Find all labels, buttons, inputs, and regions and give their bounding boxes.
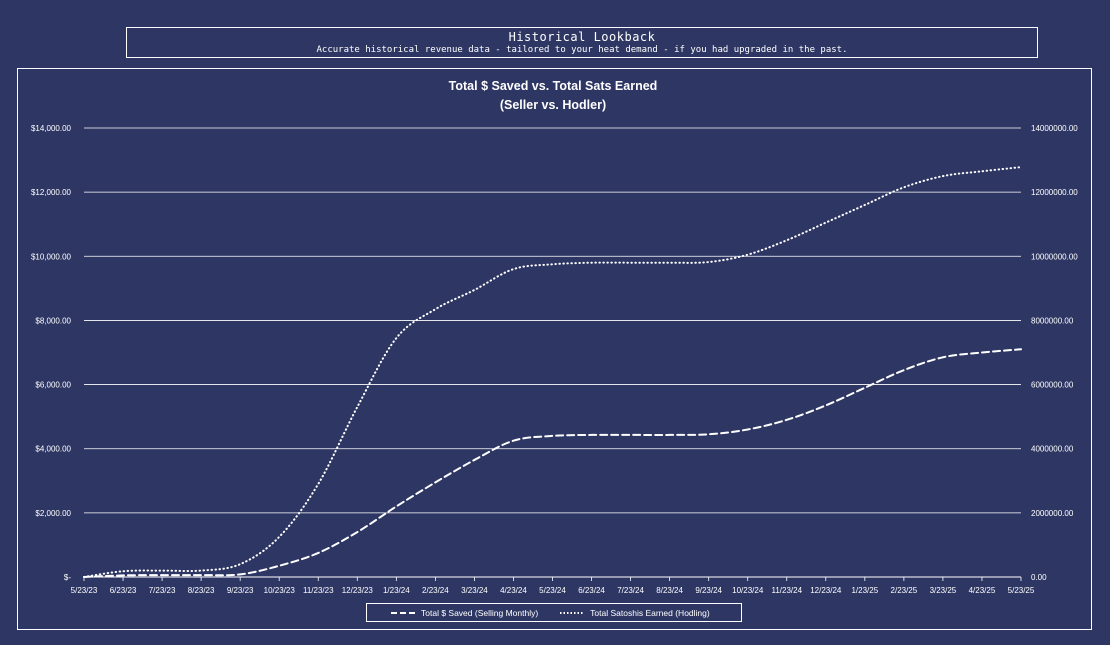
y-right-tick-label: 12000000.00 (1031, 188, 1078, 197)
x-tick-label: 5/23/23 (71, 586, 98, 595)
y-left-tick-label: $4,000.00 (35, 445, 71, 454)
legend-item-dollars: Total $ Saved (Selling Monthly) (391, 608, 538, 618)
x-tick-label: 1/23/25 (851, 586, 878, 595)
y-right-tick-label: 8000000.00 (1031, 316, 1074, 325)
x-tick-label: 4/23/25 (969, 586, 996, 595)
y-right-tick-label: 4000000.00 (1031, 445, 1074, 454)
x-tick-label: 9/23/24 (695, 586, 722, 595)
grid-lines (84, 127, 1021, 578)
x-axis: 5/23/23 6/23/23 7/23/23 8/23/23 9/23/23 10/23… (71, 577, 1035, 595)
y-left-tick-label: $8,000.00 (35, 316, 71, 325)
x-tick-label: 5/23/25 (1008, 586, 1035, 595)
legend-label-dollars: Total $ Saved (Selling Monthly) (421, 607, 539, 618)
y-left-tick-label: $10,000.00 (31, 252, 72, 261)
x-tick-label: 7/23/23 (149, 586, 176, 595)
y-right-tick-label: 2000000.00 (1031, 509, 1074, 518)
series-lines (83, 166, 1022, 578)
y-right-tick-label: 14000000.00 (1031, 124, 1078, 133)
header-box: Historical Lookback Accurate historical … (126, 27, 1038, 58)
y-left-tick-label: $2,000.00 (35, 509, 71, 518)
x-tick-label: 10/23/23 (264, 586, 296, 595)
series-line-sats-earned (83, 166, 1022, 578)
x-tick-label: 8/23/23 (188, 586, 215, 595)
x-tick-label: 3/23/25 (930, 586, 957, 595)
x-tick-label: 12/23/24 (810, 586, 842, 595)
y-left-tick-label: $- (64, 573, 71, 582)
chart-title: Total $ Saved vs. Total Sats Earned (449, 79, 658, 93)
x-tick-label: 8/23/24 (656, 586, 683, 595)
chart-subtitle: (Seller vs. Hodler) (500, 98, 606, 112)
x-tick-label: 9/23/23 (227, 586, 254, 595)
x-tick-label: 3/23/24 (461, 586, 488, 595)
x-tick-label: 7/23/24 (617, 586, 644, 595)
page-title: Historical Lookback (508, 30, 656, 44)
left-axis: $- $2,000.00 $4,000.00 $6,000.00 $8,000.00 $1… (31, 124, 72, 582)
x-tick-label: 2/23/25 (891, 586, 918, 595)
chart-legend: Total $ Saved (Selling Monthly) Total Sa… (366, 603, 742, 622)
x-tick-label: 5/23/24 (539, 586, 566, 595)
legend-item-sats: Total Satoshis Earned (Hodling) (560, 608, 710, 618)
x-tick-label: 11/23/23 (303, 586, 334, 595)
chart-frame (17, 68, 1092, 630)
dashed-line-swatch-icon (391, 611, 415, 614)
x-tick-label: 2/23/24 (422, 586, 449, 595)
x-tick-label: 12/23/23 (342, 586, 374, 595)
y-left-tick-label: $6,000.00 (35, 381, 71, 390)
right-axis: 0.00 2000000.00 4000000.00 6000000.00 800000… (1031, 124, 1078, 582)
y-left-tick-label: $12,000.00 (31, 188, 72, 197)
series-line-dollars-saved (83, 348, 1022, 578)
y-right-tick-label: 10000000.00 (1031, 252, 1078, 261)
legend-label-sats: Total Satoshis Earned (Hodling) (590, 607, 710, 618)
dotted-line-swatch-icon (560, 611, 585, 614)
x-tick-label: 11/23/24 (771, 586, 802, 595)
y-left-tick-label: $14,000.00 (31, 124, 72, 133)
x-tick-label: 6/23/24 (578, 586, 605, 595)
page-subtitle: Accurate historical revenue data - tailo… (316, 45, 848, 55)
x-tick-label: 4/23/24 (500, 586, 527, 595)
y-right-tick-label: 0.00 (1031, 573, 1047, 582)
x-tick-label: 10/23/24 (732, 586, 764, 595)
y-right-tick-label: 6000000.00 (1031, 381, 1074, 390)
x-tick-label: 1/23/24 (383, 586, 410, 595)
x-tick-label: 6/23/23 (110, 586, 137, 595)
